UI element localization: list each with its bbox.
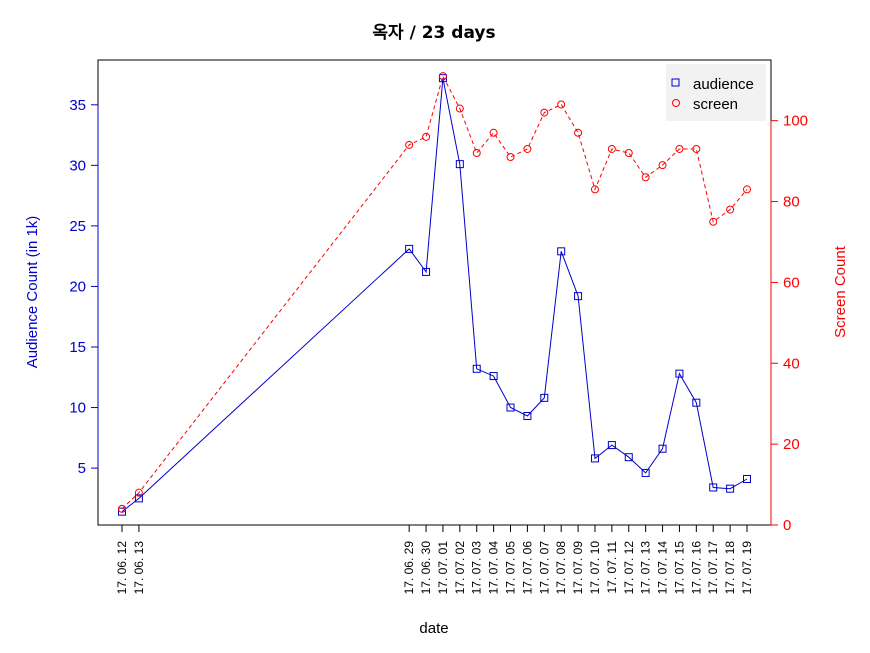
screen-point <box>405 140 414 149</box>
screen-point <box>489 128 498 137</box>
audience-point <box>641 468 650 477</box>
x-tick-label: 17. 07. 15 <box>672 541 686 595</box>
x-tick-label: 17. 07. 04 <box>487 541 501 595</box>
screen-point <box>726 205 735 214</box>
right-tick-label: 20 <box>783 436 800 453</box>
audience-point <box>134 494 143 503</box>
screen-series-line <box>121 74 748 510</box>
legend-screen-marker <box>672 99 680 107</box>
audience-point <box>743 474 751 483</box>
screen-point <box>523 144 532 153</box>
right-tick-label: 100 <box>783 113 808 130</box>
x-tick-label: 17. 07. 18 <box>723 541 737 595</box>
left-axis: 5 10 15 20 25 30 35 <box>69 97 99 477</box>
screen-point <box>506 153 515 162</box>
x-tick-label: 17. 06. 13 <box>132 541 146 595</box>
audience-point <box>574 292 583 301</box>
x-tick-label: 17. 07. 07 <box>537 541 551 595</box>
legend-screen-label: screen <box>693 96 738 113</box>
x-tick-label: 17. 07. 02 <box>453 541 467 595</box>
x-tick-label: 17. 07. 09 <box>571 541 585 595</box>
left-tick-label: 20 <box>69 278 86 295</box>
screen-point <box>557 100 566 109</box>
x-tick-label: 17. 07. 11 <box>605 541 619 594</box>
x-tick-label: 17. 07. 17 <box>706 541 720 595</box>
left-axis-title: Audience Count (in 1k) <box>24 216 41 369</box>
x-axis: 17. 06. 12 17. 06. 13 17. 06. 29 17. 06. 30… <box>115 524 754 595</box>
left-tick-label: 30 <box>69 157 86 174</box>
audience-point <box>472 364 481 373</box>
x-tick-label: 17. 07. 14 <box>656 541 670 595</box>
x-axis-title: date <box>419 620 448 637</box>
screen-point <box>743 185 751 194</box>
left-tick-label: 25 <box>69 218 86 235</box>
x-tick-label: 17. 07. 10 <box>588 541 602 595</box>
audience-point <box>455 160 464 169</box>
audience-point <box>405 244 414 253</box>
x-tick-label: 17. 07. 13 <box>639 541 653 595</box>
screen-point <box>607 144 616 153</box>
x-tick-label: 17. 07. 01 <box>436 541 450 595</box>
audience-point <box>540 393 549 402</box>
audience-point <box>607 441 616 450</box>
legend-audience-marker <box>671 78 680 87</box>
screen-point <box>641 173 650 182</box>
x-tick-label: 17. 07. 16 <box>689 541 703 595</box>
chart-title: 옥자 / 23 days <box>372 23 495 43</box>
screen-point <box>658 161 667 170</box>
right-tick-label: 40 <box>783 355 800 372</box>
x-tick-label: 17. 07. 06 <box>520 541 534 595</box>
audience-series-line <box>121 78 748 513</box>
audience-point <box>658 444 667 453</box>
right-tick-label: 0 <box>783 517 791 534</box>
right-axis-title: Screen Count <box>832 245 849 338</box>
x-tick-label: 17. 07. 19 <box>740 541 754 595</box>
left-tick-label: 35 <box>69 97 86 114</box>
series-layer <box>118 72 751 516</box>
right-tick-label: 80 <box>783 194 800 211</box>
audience-point <box>709 483 718 492</box>
audience-point <box>624 453 633 462</box>
audience-point <box>523 412 532 421</box>
left-tick-label: 5 <box>78 460 86 477</box>
plot-frame <box>97 59 772 526</box>
screen-point <box>540 108 549 117</box>
audience-point <box>438 74 447 83</box>
x-tick-label: 17. 07. 05 <box>504 541 518 595</box>
screen-point <box>134 488 143 497</box>
screen-point <box>455 104 464 113</box>
x-tick-label: 17. 07. 08 <box>554 541 568 595</box>
screen-point <box>590 185 599 194</box>
audience-point <box>557 247 566 256</box>
x-tick-label: 17. 07. 12 <box>622 541 636 595</box>
audience-point <box>506 403 515 412</box>
audience-point <box>726 484 735 493</box>
legend-audience-label: audience <box>693 76 754 93</box>
right-tick-label: 60 <box>783 274 800 291</box>
screen-point <box>574 128 583 137</box>
left-tick-label: 15 <box>69 339 86 356</box>
x-tick-label: 17. 06. 30 <box>419 541 433 595</box>
x-tick-label: 17. 07. 03 <box>470 541 484 595</box>
screen-point <box>624 149 633 157</box>
audience-point <box>675 369 684 378</box>
legend-box <box>666 64 766 121</box>
screen-point <box>422 132 431 141</box>
audience-point <box>692 398 701 407</box>
x-tick-label: 17. 06. 29 <box>402 541 416 595</box>
screen-point <box>692 144 701 153</box>
screen-point <box>675 144 684 153</box>
screen-point <box>118 504 126 513</box>
left-tick-label: 10 <box>69 400 86 417</box>
audience-point <box>590 454 599 463</box>
screen-point <box>709 217 718 226</box>
audience-point <box>422 267 431 276</box>
screen-point <box>438 72 447 81</box>
right-axis: 0 20 40 60 80 100 <box>770 113 808 534</box>
screen-point <box>472 149 481 157</box>
legend: audience screen <box>666 64 766 121</box>
x-tick-label: 17. 06. 12 <box>115 541 129 595</box>
audience-point <box>489 372 498 381</box>
